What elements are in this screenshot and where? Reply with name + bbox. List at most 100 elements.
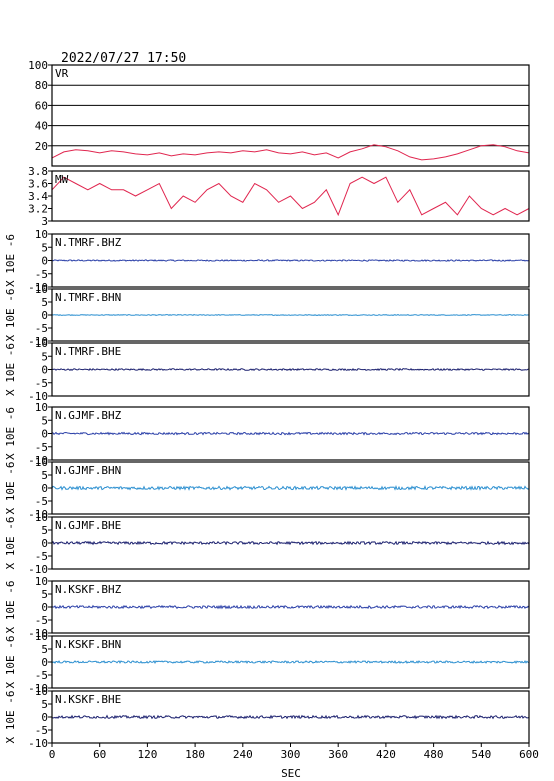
y-tick-label: 0 — [41, 255, 48, 268]
x-tick-label: 180 — [185, 748, 205, 761]
panel-frame — [51, 580, 530, 634]
y-tick-label: -5 — [35, 550, 48, 563]
panel-frame — [51, 233, 530, 288]
panel-label: N.TMRF.BHE — [55, 345, 121, 358]
series-line — [51, 604, 530, 610]
panel-label: N.KSKF.BHN — [55, 638, 121, 651]
y-tick-label: 3.8 — [28, 165, 48, 178]
y-tick-label: 20 — [35, 140, 48, 153]
x-tick-label: 480 — [424, 748, 444, 761]
x-tick-label: 420 — [376, 748, 396, 761]
y-tick-label: 10 — [35, 685, 48, 698]
panel-frame — [51, 635, 530, 689]
y-tick-label: -10 — [28, 454, 48, 467]
y-tick-label: 3.6 — [28, 178, 48, 191]
panel-frame — [51, 288, 530, 342]
y-tick-label: 5 — [41, 643, 48, 656]
x-tick-label: 600 — [519, 748, 539, 761]
panel-frame — [51, 342, 530, 397]
y-tick-label: 5 — [41, 524, 48, 537]
y-tick-label: 0 — [41, 601, 48, 614]
y-tick-label: 0 — [41, 537, 48, 550]
panel-frame — [51, 406, 530, 461]
series-line — [51, 144, 530, 161]
y-tick-label: 80 — [35, 79, 48, 92]
panel-label: N.GJMF.BHN — [55, 464, 121, 477]
x-tick-label: 540 — [471, 748, 491, 761]
panel-label: N.KSKF.BHZ — [55, 583, 122, 596]
y-axis-label: X 10E -6 — [4, 289, 17, 342]
series-line — [51, 714, 530, 720]
y-tick-label: -10 — [28, 335, 48, 348]
y-tick-label: 100 — [28, 59, 48, 72]
y-tick-label: 5 — [41, 296, 48, 309]
y-tick-label: -5 — [35, 724, 48, 737]
y-tick-label: 5 — [41, 241, 48, 254]
x-tick-label: 120 — [137, 748, 157, 761]
panel-vr: 20 40 60 80 100 VR — [28, 59, 530, 167]
panel-label: N.TMRF.BHZ — [55, 236, 122, 249]
panel-frame — [51, 516, 530, 570]
y-axis-label: X 10E -6 — [4, 234, 17, 287]
y-tick-label: 10 — [35, 337, 48, 350]
y-tick-label: 10 — [35, 575, 48, 588]
series-line — [51, 485, 530, 491]
y-tick-label: 10 — [35, 511, 48, 524]
y-axis-label: X 10E -6 — [4, 636, 17, 689]
y-tick-label: -10 — [28, 508, 48, 521]
y-tick-label: 0 — [41, 482, 48, 495]
y-tick-label: -10 — [28, 682, 48, 695]
y-tick-label: 3.2 — [28, 203, 48, 216]
y-tick-label: -10 — [28, 737, 48, 750]
y-tick-label: 5 — [41, 469, 48, 482]
y-tick-label: -10 — [28, 390, 48, 403]
x-tick-label: 240 — [233, 748, 253, 761]
panel-label: MW — [55, 173, 69, 186]
chart-datetime: 2022/07/27 17:50 — [61, 51, 186, 66]
y-axis-label: X 10E -6 — [4, 462, 17, 515]
y-tick-label: 40 — [35, 120, 48, 133]
y-tick-label: 5 — [41, 414, 48, 427]
y-tick-label: -5 — [35, 669, 48, 682]
y-tick-label: 10 — [35, 630, 48, 643]
y-tick-label: 0 — [41, 309, 48, 322]
x-tick-label: 0 — [49, 748, 56, 761]
y-tick-label: -10 — [28, 281, 48, 294]
panel-label: N.TMRF.BHN — [55, 291, 121, 304]
y-tick-label: -10 — [28, 563, 48, 576]
panel-frame — [51, 170, 530, 222]
panel-label: N.KSKF.BHE — [55, 693, 121, 706]
panel-label: N.GJMF.BHZ — [55, 409, 122, 422]
series-line — [51, 660, 530, 664]
series-line — [51, 540, 530, 546]
y-axis-label: X 10E -6 — [4, 343, 17, 396]
panel-label: VR — [55, 67, 69, 80]
y-tick-label: 0 — [41, 656, 48, 669]
y-tick-label: 10 — [35, 283, 48, 296]
y-tick-label: -5 — [35, 614, 48, 627]
y-tick-label: 0 — [41, 364, 48, 377]
y-tick-label: -5 — [35, 495, 48, 508]
panel-frame — [51, 461, 530, 515]
panel-label: N.GJMF.BHE — [55, 519, 121, 532]
y-tick-label: -5 — [35, 322, 48, 335]
y-axis-label: X 10E -6 — [4, 691, 17, 744]
y-tick-label: 10 — [35, 456, 48, 469]
y-tick-label: 0 — [41, 711, 48, 724]
y-tick-label: 5 — [41, 350, 48, 363]
x-tick-label: 300 — [281, 748, 301, 761]
series-line — [51, 176, 530, 217]
y-tick-label: 5 — [41, 698, 48, 711]
series-line — [51, 259, 530, 262]
y-tick-label: 60 — [35, 99, 48, 112]
y-tick-label: -5 — [35, 377, 48, 390]
